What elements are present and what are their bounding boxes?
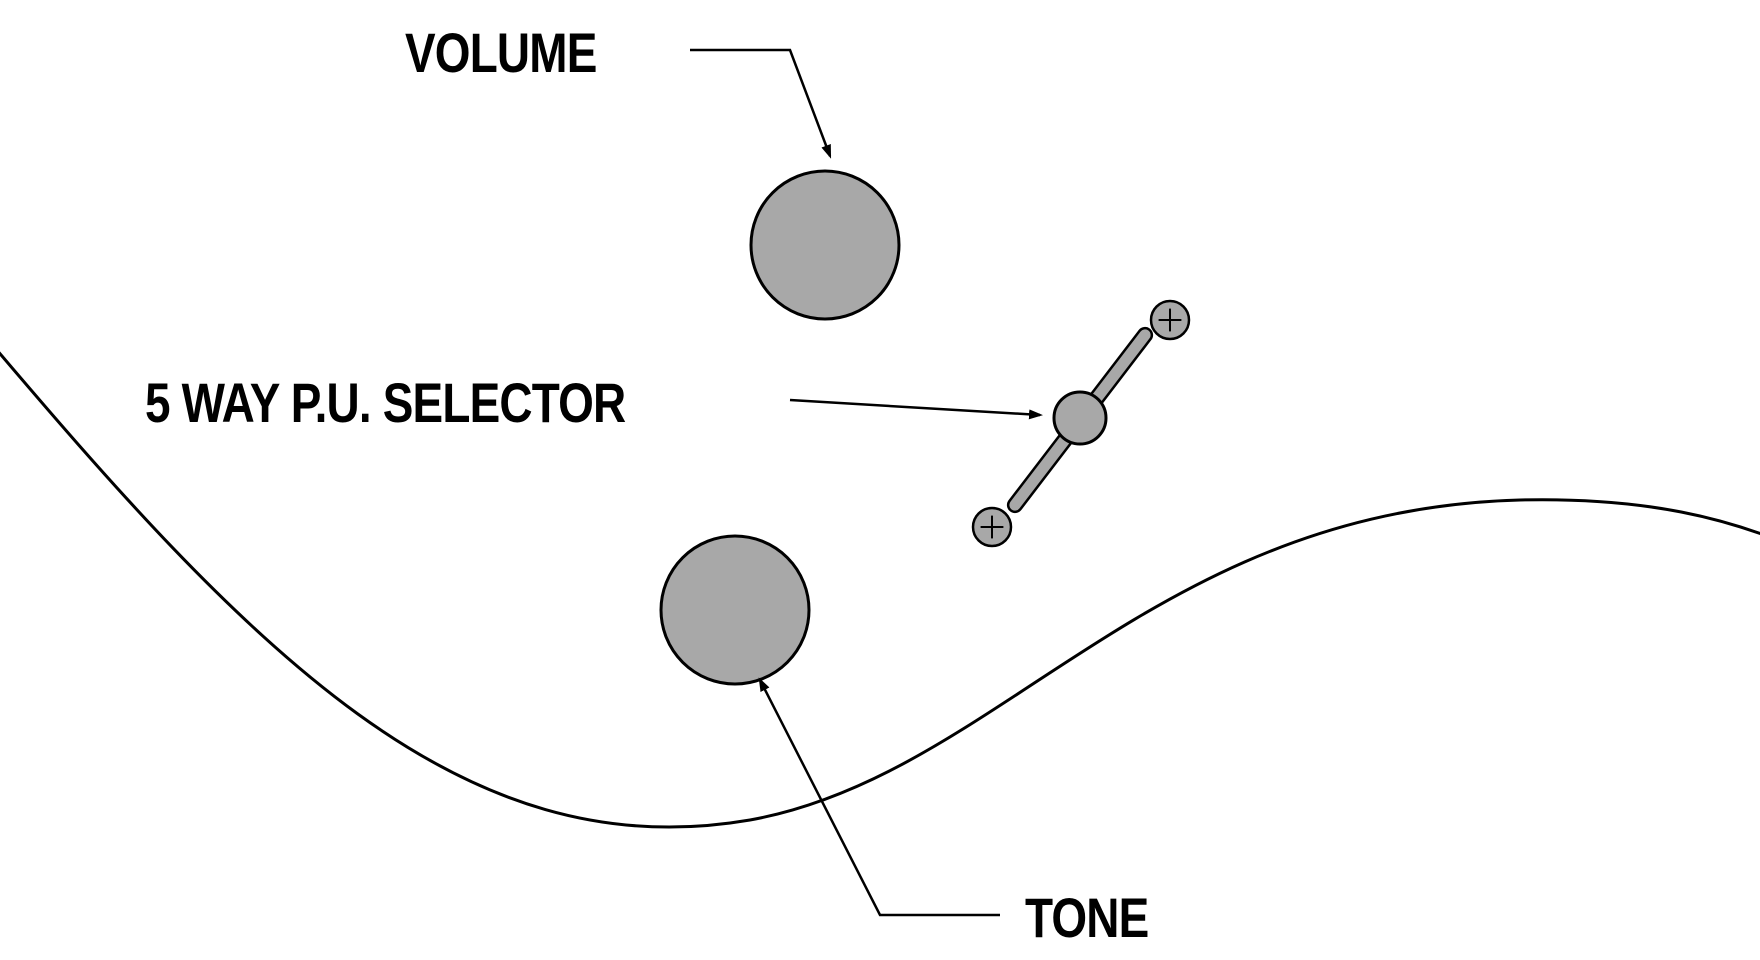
selector-knob — [1054, 392, 1106, 444]
arrow-selector — [790, 400, 1040, 415]
diagram-svg — [0, 0, 1760, 960]
diagram-canvas: VOLUME 5 WAY P.U. SELECTOR TONE — [0, 0, 1760, 960]
volume-knob — [751, 171, 899, 319]
arrow-tone — [760, 680, 1000, 915]
tone-knob — [661, 536, 809, 684]
arrow-volume — [690, 50, 830, 156]
